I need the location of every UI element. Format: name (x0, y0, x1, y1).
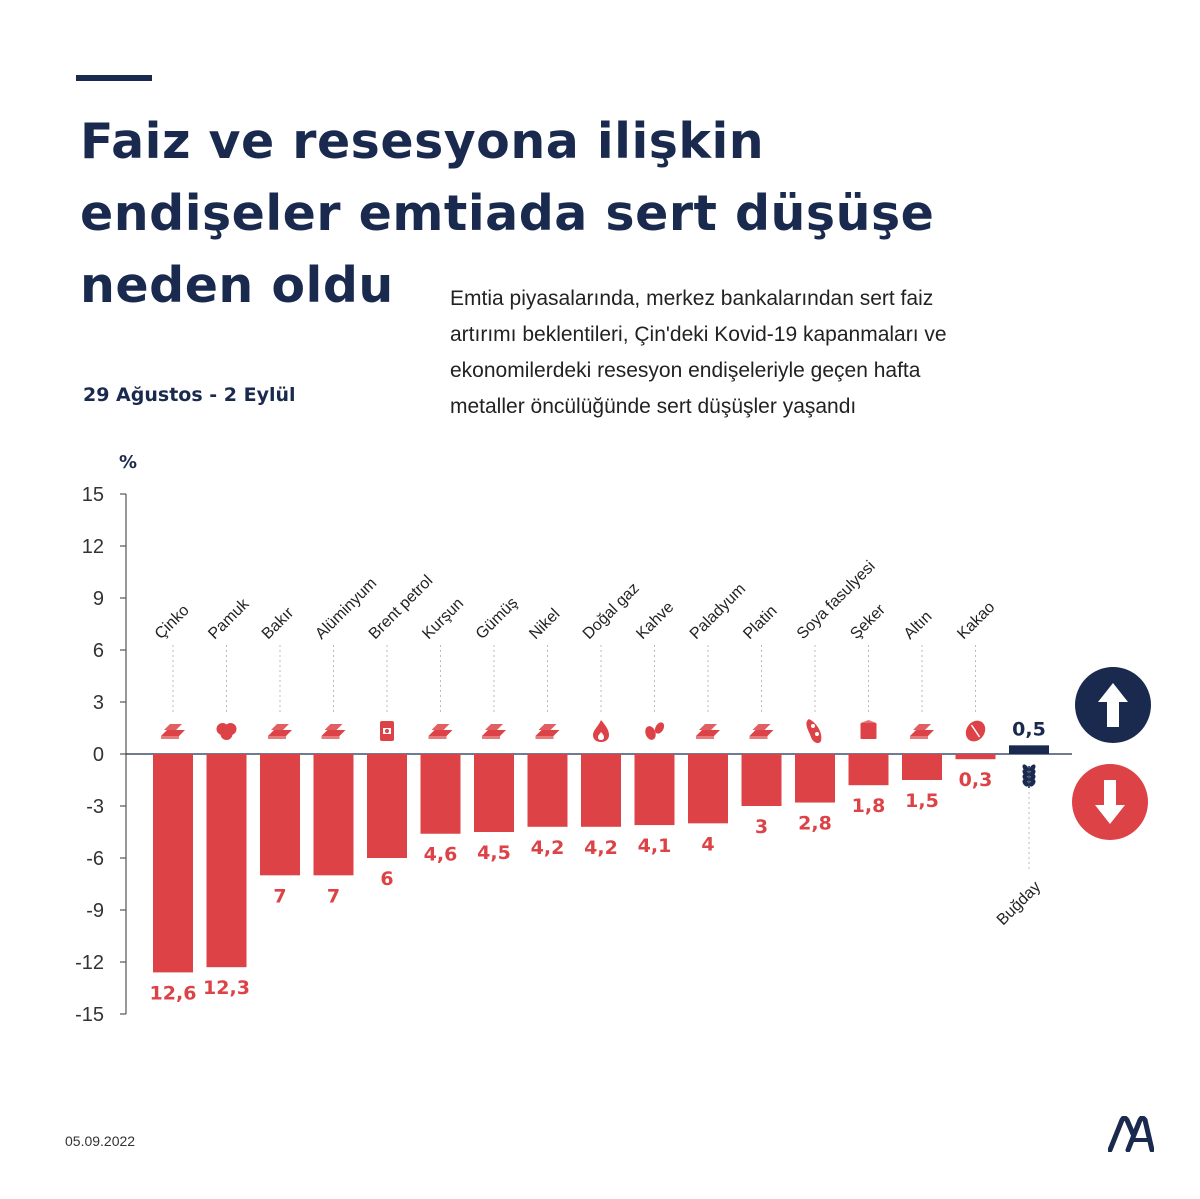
bar-value-label: 4,2 (584, 837, 618, 859)
category-label: Buğday (994, 878, 1044, 928)
y-tick-label: -12 (75, 952, 104, 974)
title-line: Faiz ve resesyona ilişkin (80, 113, 765, 170)
bar-value-label: 4,1 (638, 835, 672, 857)
subtitle: Emtia piyasalarında, merkez bankalarında… (450, 281, 1110, 425)
commodity-bar-chart: % 15 12 9 6 3 0 -3 -6 -9 -12 -15 12,6 Çinko 12,3 Pamuk 7… (75, 452, 1151, 1026)
category-label: Doğal gaz (580, 580, 643, 643)
bar (848, 754, 889, 786)
y-axis-unit-label: % (119, 452, 137, 473)
y-tick-label: 15 (82, 484, 104, 506)
bar-value-label: 4 (701, 833, 714, 855)
flame-icon (593, 720, 609, 742)
cotton-icon (216, 723, 237, 740)
subtitle-line: Emtia piyasalarında, merkez bankalarında… (450, 287, 934, 310)
title-line: endişeler emtiada sert düşüşe (80, 185, 935, 242)
date-range: 29 Ağustos - 2 Eylül (83, 384, 296, 406)
bar (153, 754, 193, 973)
bar-value-label: 4,2 (531, 837, 565, 859)
metal-bars-icon (482, 724, 506, 739)
aa-logo (1108, 1116, 1154, 1152)
bar-value-label: 4,6 (424, 844, 458, 866)
category-label: Nikel (526, 606, 563, 643)
category-label: Çinko (152, 602, 193, 643)
bar-value-label: 1,8 (852, 795, 886, 817)
category-label: Gümüş (473, 594, 521, 642)
metal-bars-icon (749, 724, 774, 739)
bar-value-label: 6 (380, 868, 393, 890)
bar (955, 754, 996, 760)
bar-value-label: 0,5 (1012, 718, 1046, 740)
subtitle-line: ekonomilerdeki resesyon endişeleriyle ge… (450, 359, 921, 382)
bar (581, 754, 621, 827)
bar-value-label: 3 (755, 816, 768, 838)
y-tick-label: 6 (93, 640, 104, 662)
category-label: Şeker (847, 601, 889, 643)
metal-bars-icon (696, 724, 720, 739)
category-label: Paladyum (687, 580, 749, 642)
y-tick-label: 3 (93, 692, 104, 714)
page-title: Faiz ve resesyona ilişkin endişeler emti… (80, 106, 980, 322)
category-label: Kahve (633, 599, 677, 643)
arrow-up-icon (1075, 667, 1151, 743)
title-line: neden oldu (80, 257, 394, 314)
metal-bars-icon (321, 724, 346, 739)
metal-bars-icon (268, 724, 292, 739)
bar (1009, 745, 1049, 754)
metal-bars-icon (161, 724, 185, 739)
cocoa-icon (965, 720, 986, 742)
soybean-icon (806, 719, 822, 744)
sugar-icon (860, 720, 877, 739)
subtitle-line: metaller öncülüğünde sert düşüşler yaşan… (450, 395, 857, 418)
metal-bars-icon (535, 724, 560, 739)
metal-bars-icon (910, 724, 934, 739)
bar-value-label: 2,8 (798, 813, 832, 835)
bar-value-label: 0,3 (959, 769, 993, 791)
wheat-icon (1022, 764, 1036, 788)
bar (741, 754, 782, 806)
bar (260, 754, 300, 876)
y-tick-label: 12 (82, 536, 104, 558)
bar (367, 754, 407, 858)
bar-value-label: 1,5 (905, 790, 939, 812)
footer-date: 05.09.2022 (65, 1133, 136, 1149)
arrow-up-glyph (1098, 683, 1128, 727)
category-label: Platin (740, 603, 780, 643)
arrow-down-glyph (1095, 780, 1125, 824)
bar (206, 754, 247, 968)
bar (420, 754, 461, 834)
bar (902, 754, 942, 780)
bar (474, 754, 514, 832)
bar (634, 754, 675, 826)
bar-value-label: 7 (273, 885, 286, 907)
arrow-down-icon (1072, 764, 1148, 840)
oil-barrel-icon (380, 721, 394, 741)
top-rule (76, 75, 152, 81)
category-label: Bakır (259, 604, 298, 643)
subtitle-line: artırımı beklentileri, Çin'deki Kovid-19… (450, 323, 947, 346)
y-tick-label: 0 (93, 744, 104, 766)
y-tick-label: -9 (86, 900, 104, 922)
bar (313, 754, 354, 876)
bar-value-label: 12,6 (150, 982, 197, 1004)
coffee-bean-icon (645, 722, 665, 740)
bar (688, 754, 728, 824)
metal-bars-icon (428, 724, 453, 739)
y-tick-label: -3 (86, 796, 104, 818)
y-tick-label: -15 (75, 1004, 104, 1026)
category-label: Altın (901, 608, 936, 643)
bar (527, 754, 568, 827)
bar-value-label: 12,3 (203, 977, 250, 999)
bar (795, 754, 835, 803)
category-label: Pamuk (205, 595, 253, 643)
category-label: Kurşun (419, 595, 467, 643)
bar-value-label: 4,5 (477, 842, 511, 864)
category-label: Kakao (954, 599, 998, 643)
bar-value-label: 7 (327, 885, 340, 907)
y-tick-label: -6 (86, 848, 104, 870)
y-tick-label: 9 (93, 588, 104, 610)
